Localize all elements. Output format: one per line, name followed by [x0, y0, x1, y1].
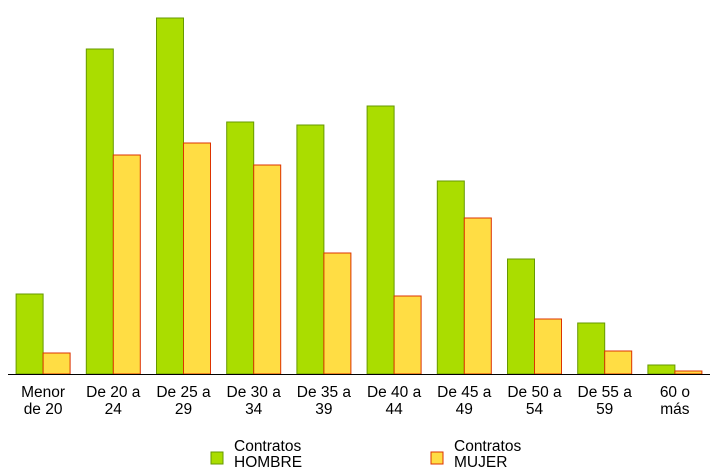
legend-label-2: Contratos MUJER: [454, 438, 521, 471]
bar-series-1-cat-8: [507, 258, 535, 375]
bar-series-1-cat-2: [85, 48, 114, 375]
bars-group: [15, 17, 703, 375]
bar-series-1-cat-6: [366, 105, 395, 375]
x-tick-label: 60 o más: [660, 384, 690, 418]
legend: Contratos HOMBRE Contratos MUJER: [210, 438, 521, 471]
x-tick-labels: Menor de 20 De 20 a 24 De 25 a 29 De 30 a 34 De …: [21, 384, 690, 418]
bar-series-2-cat-1: [42, 352, 71, 375]
bar-series-1-cat-9: [577, 322, 606, 375]
bar-series-2-cat-9: [604, 350, 633, 375]
bar-series-1-cat-5: [296, 124, 325, 375]
legend-label-1: Contratos HOMBRE: [234, 438, 302, 471]
x-tick-label: De 55 a 59: [578, 384, 633, 418]
x-tick-label: Menor de 20: [21, 384, 65, 418]
x-tick-label: De 40 a 44: [367, 384, 422, 418]
x-tick-label: De 45 a 49: [437, 384, 492, 418]
bar-series-2-cat-10: [674, 370, 703, 375]
bar-series-1-cat-7: [436, 180, 465, 375]
bar-series-2-cat-7: [463, 217, 492, 375]
bar-series-2-cat-6: [393, 295, 422, 375]
legend-swatch-1: [210, 451, 224, 465]
bar-series-2-cat-8: [534, 318, 562, 375]
x-tick-label: De 35 a 39: [297, 384, 352, 418]
bar-series-2-cat-3: [183, 142, 211, 375]
bar-series-1-cat-4: [226, 121, 255, 375]
x-tick-label: De 20 a 24: [86, 384, 141, 418]
bar-series-2-cat-2: [112, 154, 141, 375]
bar-series-1-cat-10: [647, 364, 676, 375]
x-tick-label: De 25 a 29: [156, 384, 211, 418]
x-tick-label: De 30 a 34: [227, 384, 282, 418]
bar-series-1-cat-1: [15, 293, 44, 375]
bar-series-2-cat-5: [323, 252, 352, 375]
x-tick-label: De 50 a 54: [507, 384, 562, 418]
bar-series-2-cat-4: [253, 164, 282, 375]
legend-swatch-2: [430, 451, 444, 465]
bar-series-1-cat-3: [156, 17, 184, 375]
